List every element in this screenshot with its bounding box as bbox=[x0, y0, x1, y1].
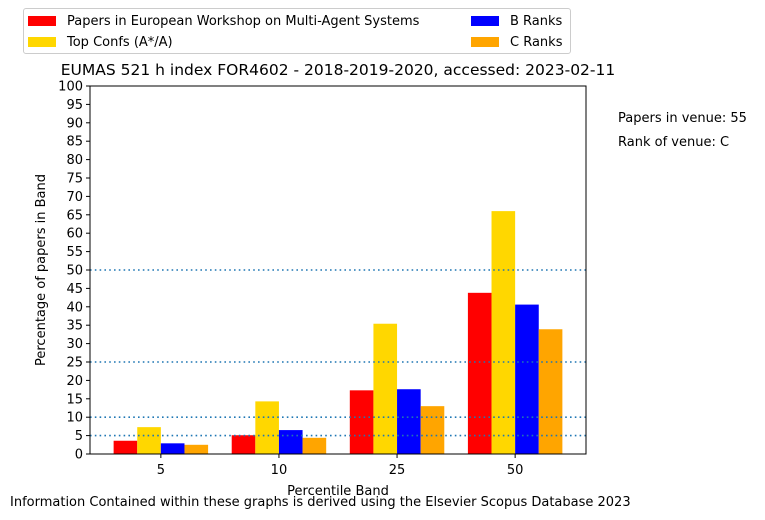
x-tick-label-10: 10 bbox=[271, 463, 288, 478]
rank-of-venue-note: Rank of venue: C bbox=[618, 135, 730, 150]
y-tick-label-30: 30 bbox=[66, 337, 83, 352]
bar-c-ranks-band-25 bbox=[420, 406, 445, 454]
bar-c-ranks-band-10 bbox=[302, 437, 327, 454]
legend-swatch-top-confs bbox=[28, 37, 56, 47]
y-axis: 0 5 10 15 20 25 30 35 40 45 50 55 60 65 70 75 80 85 90 95 10… bbox=[58, 80, 90, 463]
x-axis-label: Percentile Band bbox=[287, 484, 389, 499]
y-tick-label-85: 85 bbox=[66, 135, 83, 150]
bars-layer bbox=[113, 211, 563, 454]
y-tick-label-80: 80 bbox=[66, 153, 83, 168]
y-tick-label-70: 70 bbox=[66, 190, 83, 205]
plot-frame bbox=[89, 85, 587, 455]
x-tick-label-50: 50 bbox=[507, 463, 524, 478]
bar-b-ranks-band-10 bbox=[278, 430, 303, 454]
bar-venue-papers-band-10 bbox=[231, 435, 256, 454]
legend-item-b-ranks: B Ranks bbox=[471, 12, 562, 30]
legend-label-c-ranks: C Ranks bbox=[510, 34, 563, 50]
y-tick-label-15: 15 bbox=[66, 392, 83, 407]
bar-venue-papers-band-5 bbox=[113, 440, 138, 454]
chart-title: EUMAS 521 h index FOR4602 - 2018-2019-20… bbox=[60, 61, 616, 79]
y-tick-label-50: 50 bbox=[66, 264, 83, 279]
y-tick-label-75: 75 bbox=[66, 172, 83, 187]
y-tick-label-95: 95 bbox=[66, 98, 83, 113]
reference-lines-layer bbox=[90, 269, 586, 437]
legend-swatch-c-ranks bbox=[471, 37, 499, 47]
y-axis-label: Percentage of papers in Band bbox=[34, 174, 49, 366]
y-tick-label-60: 60 bbox=[66, 227, 83, 242]
x-tick-label-5: 5 bbox=[157, 463, 165, 478]
y-tick-label-90: 90 bbox=[66, 116, 83, 131]
bar-c-ranks-band-50 bbox=[538, 329, 563, 454]
y-tick-label-0: 0 bbox=[75, 448, 83, 463]
bar-top-confs-band-5 bbox=[137, 427, 161, 454]
bar-b-ranks-band-5 bbox=[160, 443, 185, 454]
bar-top-confs-band-10 bbox=[255, 401, 279, 454]
legend-label-venue-papers: Papers in European Workshop on Multi-Age… bbox=[67, 13, 420, 29]
legend-swatch-venue-papers bbox=[28, 16, 56, 26]
y-tick-label-25: 25 bbox=[66, 356, 83, 371]
x-axis: 5 10 25 50 bbox=[157, 454, 524, 478]
bar-c-ranks-band-5 bbox=[184, 444, 209, 454]
bar-venue-papers-band-50 bbox=[467, 292, 492, 454]
y-tick-label-40: 40 bbox=[66, 300, 83, 315]
bar-top-confs-band-50 bbox=[491, 211, 516, 454]
y-tick-label-100: 100 bbox=[58, 80, 83, 95]
x-tick-label-25: 25 bbox=[389, 463, 406, 478]
y-tick-label-45: 45 bbox=[66, 282, 83, 297]
y-tick-label-10: 10 bbox=[66, 411, 83, 426]
y-tick-label-55: 55 bbox=[66, 245, 83, 260]
data-source-footer: Information Contained within these graph… bbox=[10, 495, 631, 510]
legend-swatch-b-ranks bbox=[471, 16, 499, 26]
legend-item-venue-papers: Papers in European Workshop on Multi-Age… bbox=[28, 12, 419, 30]
bar-venue-papers-band-25 bbox=[349, 390, 374, 454]
legend-label-b-ranks: B Ranks bbox=[510, 13, 563, 29]
papers-in-venue-note: Papers in venue: 55 bbox=[618, 111, 747, 126]
y-tick-label-65: 65 bbox=[66, 208, 83, 223]
y-tick-label-35: 35 bbox=[66, 319, 83, 334]
legend-label-top-confs: Top Confs (A*/A) bbox=[67, 34, 173, 50]
bar-b-ranks-band-25 bbox=[397, 389, 421, 454]
legend-item-c-ranks: C Ranks bbox=[471, 33, 562, 51]
chart-legend: Papers in European Workshop on Multi-Age… bbox=[23, 8, 571, 54]
y-tick-label-5: 5 bbox=[75, 429, 83, 444]
bar-b-ranks-band-50 bbox=[515, 304, 539, 454]
bar-top-confs-band-25 bbox=[373, 323, 398, 454]
legend-item-top-confs: Top Confs (A*/A) bbox=[28, 33, 173, 51]
y-tick-label-20: 20 bbox=[66, 374, 83, 389]
